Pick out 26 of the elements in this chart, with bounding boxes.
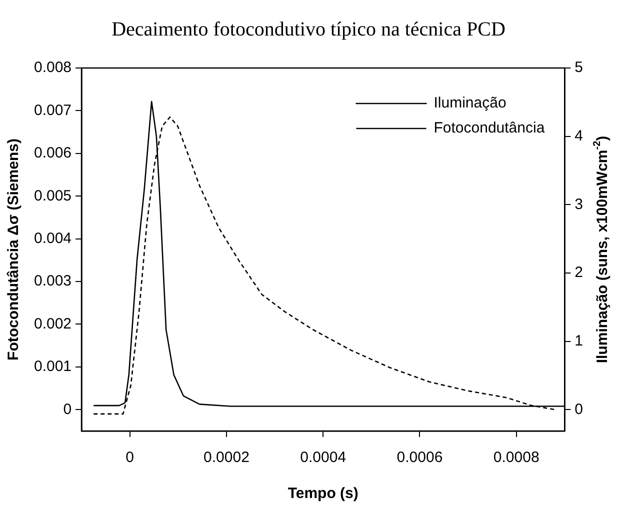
y-tick-label: 0 (63, 400, 72, 418)
legend-label: Fotocondutância (434, 120, 546, 137)
y2-tick-label: 0 (574, 400, 583, 418)
y-tick-label: 0.001 (34, 358, 72, 376)
x-axis-title: Tempo (s) (288, 485, 358, 502)
y2-tick-label: 3 (574, 196, 583, 213)
y-tick-label: 0.007 (34, 102, 72, 119)
legend-label: Iluminação (434, 94, 506, 112)
y2-tick-label: 1 (574, 332, 583, 350)
y-axis-title: Fotocondutância Δσ (Siemens) (5, 138, 22, 360)
y-tick-label: 0.004 (34, 230, 72, 247)
y-tick-label: 0.008 (34, 59, 72, 76)
y-tick-label: 0.003 (34, 272, 72, 290)
y-tick-label: 0.006 (34, 144, 72, 162)
y-tick-label: 0.002 (34, 315, 72, 332)
y2-tick-label: 4 (574, 127, 583, 144)
y-tick-label: 0.005 (34, 187, 72, 204)
x-tick-label: 0.0008 (493, 449, 540, 466)
y2-axis-title: Iluminação (suns, x100mWcm-2) (592, 136, 612, 364)
y2-tick-label: 2 (574, 264, 583, 282)
y2-tick-label: 5 (574, 59, 583, 76)
chart-title: Decaimento fotocondutivo típico na técnica PCD (112, 18, 506, 40)
x-tick-label: 0.0006 (396, 449, 443, 466)
x-tick-label: 0.0002 (204, 449, 250, 466)
x-tick-label: 0 (126, 449, 134, 466)
x-tick-label: 0.0004 (300, 449, 346, 466)
